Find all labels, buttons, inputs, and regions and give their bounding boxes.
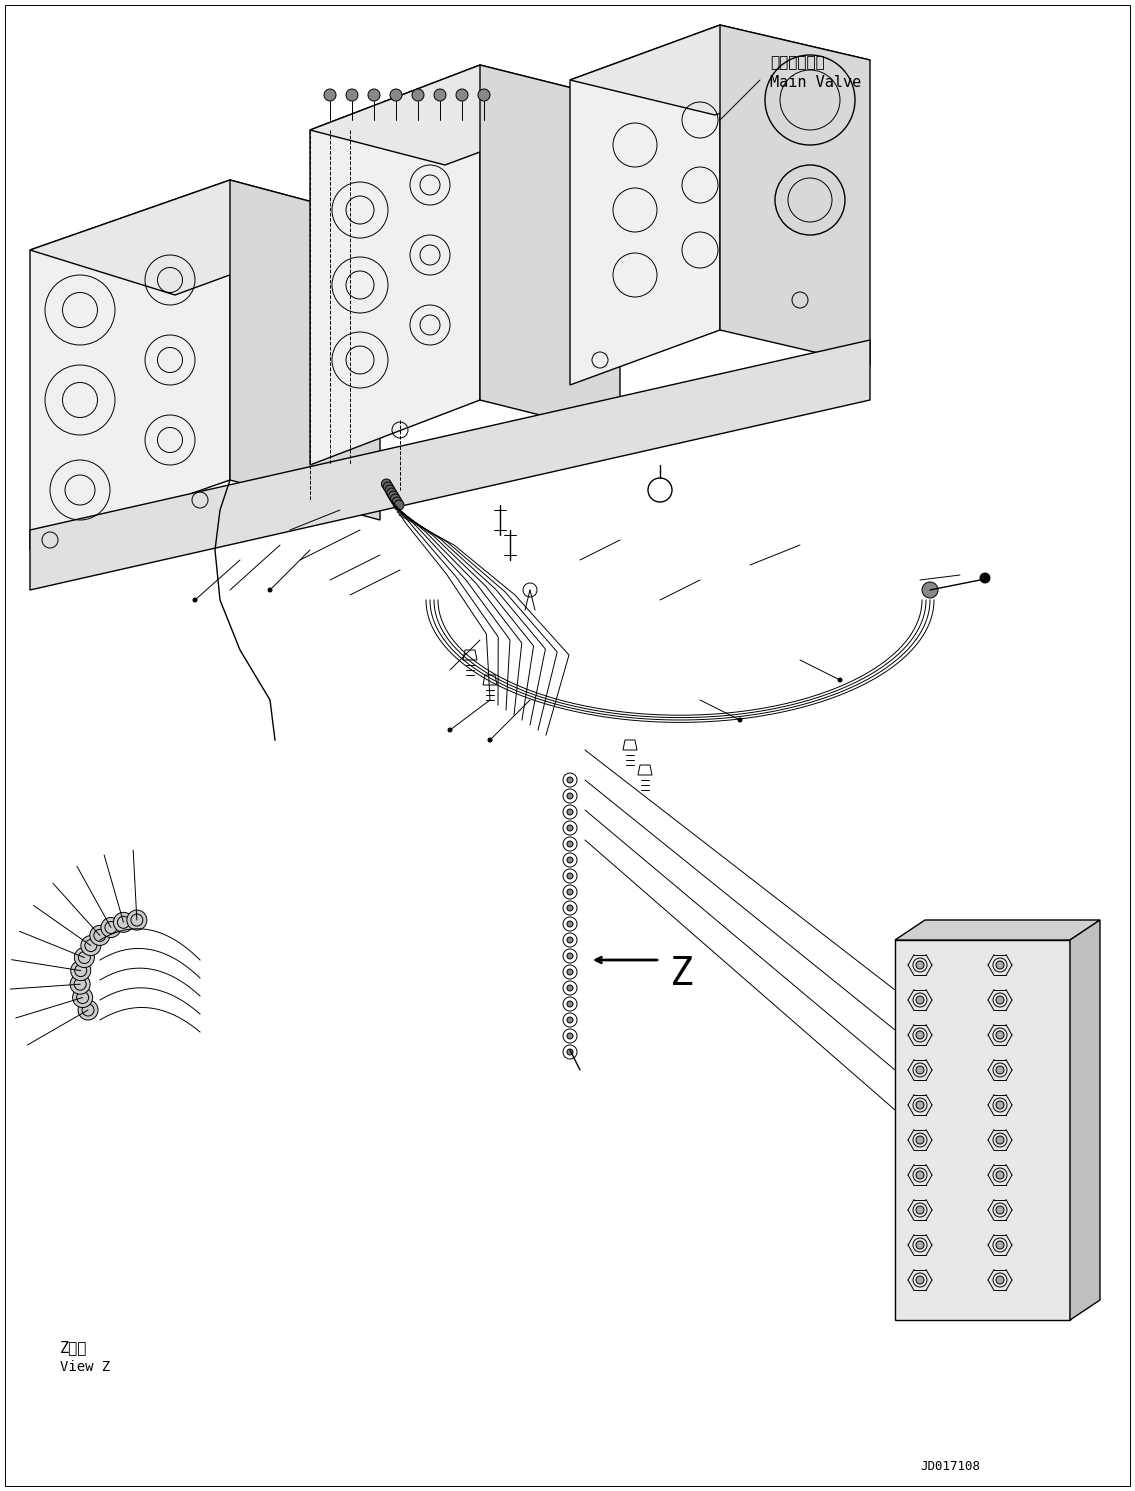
Circle shape [381, 479, 392, 489]
Circle shape [997, 996, 1004, 1003]
Text: View Z: View Z [60, 1360, 110, 1375]
Circle shape [997, 1030, 1004, 1039]
Polygon shape [30, 340, 871, 590]
Circle shape [568, 1050, 573, 1056]
Bar [896, 939, 1070, 1320]
Circle shape [70, 960, 91, 981]
Circle shape [127, 910, 146, 930]
Circle shape [448, 728, 452, 732]
Circle shape [997, 1241, 1004, 1249]
Circle shape [568, 1000, 573, 1006]
Circle shape [568, 889, 573, 895]
Circle shape [568, 857, 573, 863]
Circle shape [388, 491, 398, 501]
Circle shape [323, 89, 336, 101]
Polygon shape [1070, 920, 1100, 1320]
Circle shape [70, 974, 90, 994]
Circle shape [916, 1170, 924, 1179]
Circle shape [568, 1017, 573, 1023]
Circle shape [980, 573, 990, 583]
Circle shape [997, 1206, 1004, 1214]
Circle shape [387, 488, 397, 498]
Circle shape [346, 89, 358, 101]
Circle shape [75, 947, 94, 968]
Circle shape [916, 1136, 924, 1144]
Circle shape [385, 485, 395, 495]
Circle shape [368, 89, 380, 101]
Circle shape [997, 1136, 1004, 1144]
Circle shape [997, 1276, 1004, 1284]
Circle shape [568, 905, 573, 911]
Circle shape [568, 777, 573, 783]
Circle shape [916, 1066, 924, 1074]
Circle shape [568, 936, 573, 942]
Polygon shape [30, 180, 230, 550]
Circle shape [568, 969, 573, 975]
Circle shape [390, 494, 401, 504]
Polygon shape [480, 66, 620, 435]
Circle shape [90, 926, 110, 945]
Circle shape [268, 587, 272, 592]
Circle shape [478, 89, 490, 101]
Polygon shape [310, 66, 480, 465]
Circle shape [916, 1276, 924, 1284]
Circle shape [114, 912, 134, 932]
Circle shape [394, 499, 404, 510]
Circle shape [393, 497, 402, 507]
Circle shape [568, 921, 573, 927]
Circle shape [916, 1241, 924, 1249]
Circle shape [997, 1066, 1004, 1074]
Circle shape [916, 1030, 924, 1039]
Circle shape [78, 1000, 98, 1020]
Polygon shape [570, 25, 720, 385]
Circle shape [456, 89, 468, 101]
Circle shape [568, 793, 573, 799]
Circle shape [434, 89, 446, 101]
Text: Main Valve: Main Valve [770, 75, 861, 89]
Polygon shape [30, 180, 380, 295]
Circle shape [568, 810, 573, 816]
Circle shape [916, 996, 924, 1003]
Circle shape [101, 917, 121, 938]
Text: JD017108: JD017108 [920, 1460, 980, 1473]
Circle shape [738, 719, 742, 722]
Circle shape [193, 598, 197, 602]
Text: メインバルブ: メインバルブ [770, 55, 825, 70]
Circle shape [81, 935, 101, 956]
Circle shape [922, 581, 938, 598]
Polygon shape [310, 66, 620, 166]
Circle shape [838, 678, 842, 681]
Circle shape [412, 89, 424, 101]
Text: Z: Z [670, 956, 693, 993]
Circle shape [488, 738, 491, 743]
Polygon shape [570, 25, 871, 115]
Circle shape [916, 1100, 924, 1109]
Polygon shape [230, 180, 380, 520]
Circle shape [568, 953, 573, 959]
Circle shape [997, 1170, 1004, 1179]
Circle shape [916, 1206, 924, 1214]
Text: Z　視: Z 視 [60, 1340, 87, 1355]
Circle shape [997, 962, 1004, 969]
Circle shape [568, 825, 573, 830]
Circle shape [568, 986, 573, 992]
Circle shape [73, 987, 93, 1008]
Polygon shape [720, 25, 871, 365]
Circle shape [568, 1033, 573, 1039]
Circle shape [997, 1100, 1004, 1109]
Circle shape [568, 841, 573, 847]
Circle shape [916, 962, 924, 969]
Circle shape [568, 874, 573, 880]
Circle shape [384, 482, 393, 492]
Polygon shape [896, 920, 1100, 939]
Circle shape [390, 89, 402, 101]
